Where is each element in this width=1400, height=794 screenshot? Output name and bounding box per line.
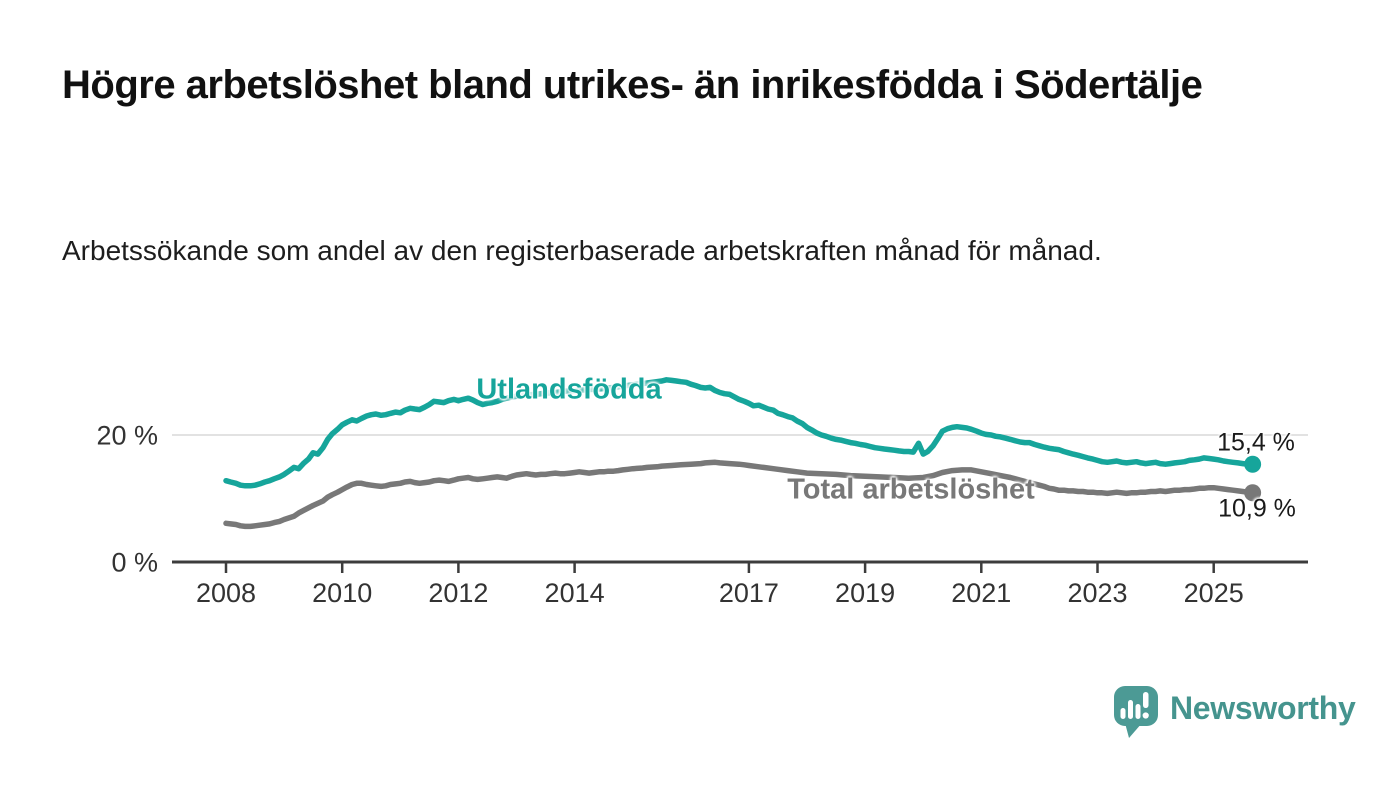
series-line-total [223,459,1256,530]
x-axis-label: 2012 [428,578,488,608]
x-axis-label: 2021 [951,578,1011,608]
y-axis-label: 20 % [96,421,158,451]
series-line-utlandsfodda [223,377,1256,489]
brand-footer: Newsworthy [1113,684,1356,740]
end-value-label-total: 10,9 % [1218,494,1296,523]
x-axis-label: 2010 [312,578,372,608]
series-label-utlandsfodda: Utlandsfödda [476,373,662,406]
newsworthy-logo-icon [1114,686,1158,738]
chart-subtitle: Arbetssökande som andel av den registerb… [62,235,1102,266]
series-label-total: Total arbetslöshet [787,473,1035,506]
end-value-label-utlandsfodda: 15,4 % [1217,428,1295,457]
brand-name: Newsworthy [1170,690,1356,726]
line-chart: 2008 2010 2012 2014 2017 2019 2021 2023 2025 0 % 2… [0,330,1400,660]
series-end-dot-total [1244,484,1262,502]
x-axis-label: 2014 [545,578,605,608]
series-end-dot-utlandsfodda [1244,455,1262,473]
x-axis-label: 2025 [1184,578,1244,608]
page-title: Högre arbetslöshet bland utrikes- än inr… [62,63,1203,107]
x-axis-label: 2023 [1067,578,1127,608]
x-axis-label: 2008 [196,578,256,608]
x-axis-label: 2019 [835,578,895,608]
chart-canvas: 2008 2010 2012 2014 2017 2019 2021 2023 2025 0 % 2… [96,377,1308,608]
x-axis-label: 2017 [719,578,779,608]
y-axis-label: 0 % [111,548,158,578]
